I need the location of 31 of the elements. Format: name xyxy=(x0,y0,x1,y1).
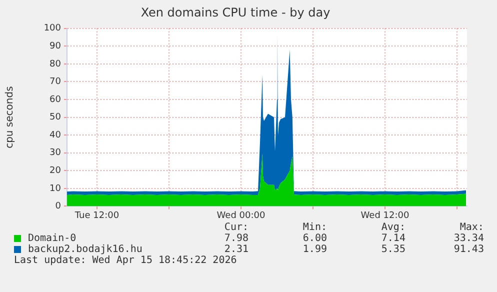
y-tick-label: 50 xyxy=(50,112,62,123)
text: Min: xyxy=(302,222,327,233)
x-tick-label: Wed 00:00 xyxy=(216,210,266,221)
text: 5.35 xyxy=(380,244,406,255)
text: 2.31 xyxy=(223,244,249,255)
text: 7.14 xyxy=(380,233,406,244)
text: Cur: xyxy=(223,222,249,233)
x-tick-label: Wed 12:00 xyxy=(360,210,410,221)
text: 1.99 xyxy=(302,244,327,255)
text: Max: xyxy=(458,222,484,233)
text: Last update: Wed Apr 15 18:45:22 2026 xyxy=(14,255,238,266)
y-tick-label: 0 xyxy=(55,202,62,212)
y-tick-label: 40 xyxy=(50,130,62,140)
chart-title: Xen domains CPU time - by day xyxy=(140,5,330,20)
y-tick-label: 60 xyxy=(50,94,62,105)
y-tick-label: 20 xyxy=(50,166,62,176)
y-tick-label: 80 xyxy=(50,59,62,70)
y-tick-label: 70 xyxy=(50,77,62,88)
text: 33.34 xyxy=(452,233,484,244)
y-tick-label: 90 xyxy=(50,42,62,52)
y-tick-label: 100 xyxy=(44,24,62,34)
y-tick-label: 10 xyxy=(50,184,62,194)
y-axis-title: cpu seconds xyxy=(4,86,16,148)
x-tick-label: Tue 12:00 xyxy=(74,210,120,221)
legend-label: backup2.bodajk16.hu xyxy=(27,244,144,255)
text: Avg: xyxy=(380,222,406,233)
text: 91.43 xyxy=(452,244,484,255)
y-tick-label: 30 xyxy=(50,148,62,158)
text: 7.98 xyxy=(223,233,249,244)
text: 6.00 xyxy=(302,233,327,244)
legend-label: Domain-0 xyxy=(27,233,78,244)
